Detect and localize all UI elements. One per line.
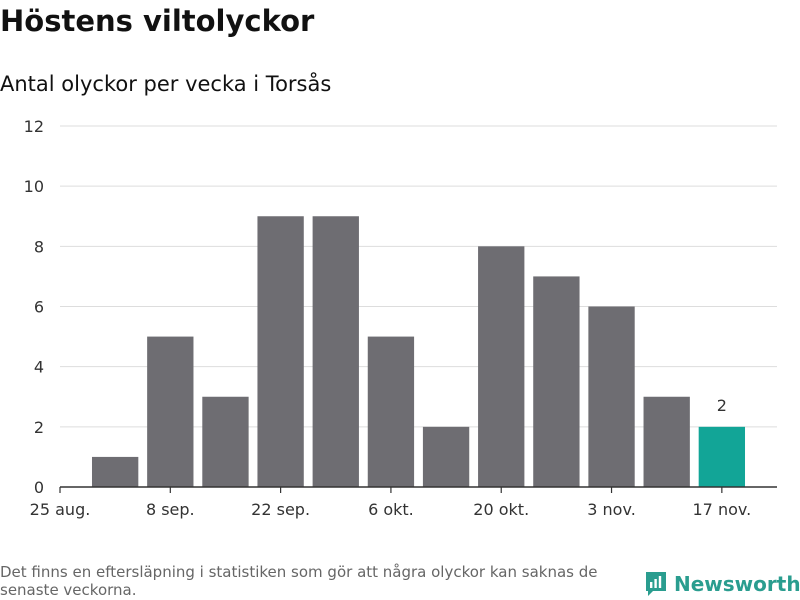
bar <box>257 216 304 487</box>
bar <box>147 336 194 487</box>
bar-chart: 0 2 4 6 8 10 12 2 25 aug. 8 sep. 22 sep. 6 okt. 20 o… <box>24 117 777 519</box>
y-tick-label: 6 <box>34 298 44 317</box>
bar <box>367 336 415 487</box>
bar <box>533 276 580 487</box>
chart-subtitle: Antal olyckor per vecka i Torsås <box>0 72 332 96</box>
bar <box>422 426 470 487</box>
x-tick-label: 17 nov. <box>693 500 752 519</box>
x-tick-label: 20 okt. <box>473 500 529 519</box>
bar-data-label: 2 <box>717 396 727 415</box>
y-tick-label: 0 <box>34 478 44 497</box>
x-tick-label: 22 sep. <box>251 500 310 519</box>
bar <box>698 426 746 487</box>
chart-title: Höstens viltolyckor <box>0 4 315 38</box>
brand-name: Newsworthy <box>674 572 800 596</box>
bar <box>588 306 635 487</box>
x-tick-label: 3 nov. <box>587 500 636 519</box>
bar <box>478 246 525 487</box>
bar <box>91 456 139 487</box>
y-tick-label: 2 <box>34 418 44 437</box>
y-tick-label: 12 <box>24 117 44 136</box>
x-tick-label: 8 sep. <box>146 500 195 519</box>
brand: Newsworthy <box>644 570 800 598</box>
bar <box>202 396 249 487</box>
newsworthy-logo-icon <box>646 572 666 596</box>
footnote: Det finns en eftersläpning i statistiken… <box>0 563 598 599</box>
y-tick-label: 10 <box>24 177 44 196</box>
bar <box>312 216 359 487</box>
x-tick-label: 25 aug. <box>30 500 91 519</box>
y-tick-label: 8 <box>34 237 44 256</box>
y-tick-label: 4 <box>34 358 44 377</box>
bar <box>643 396 690 487</box>
x-tick-label: 6 okt. <box>368 500 414 519</box>
